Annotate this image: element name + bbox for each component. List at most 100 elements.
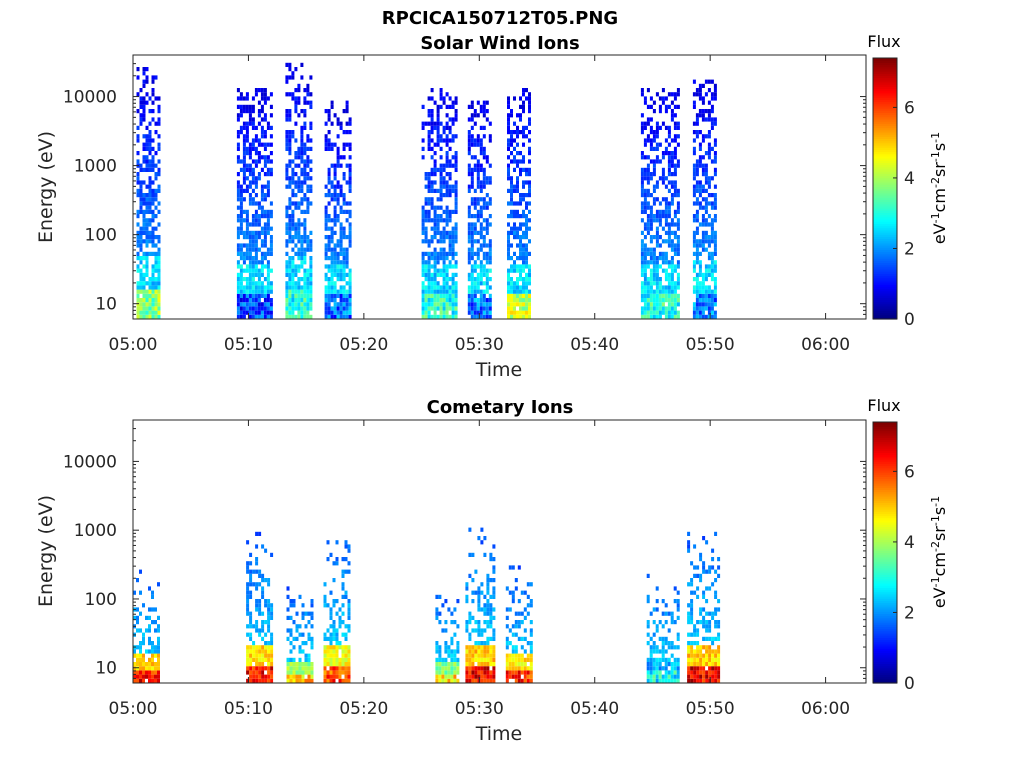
spectrogram-cell: [488, 306, 492, 311]
spectrogram-cell: [510, 151, 513, 156]
spectrogram-cell: [430, 281, 434, 286]
spectrogram-cell: [488, 201, 492, 206]
cometary-y-axis-label: Energy (eV): [35, 495, 57, 607]
spectrogram-cell: [157, 277, 161, 282]
spectrogram-cell: [510, 193, 513, 198]
spectrogram-cell: [309, 92, 313, 97]
spectrogram-cell: [696, 657, 700, 662]
spectrogram-cell: [347, 544, 351, 549]
spectrogram-cell: [643, 222, 647, 227]
spectrogram-cell: [301, 641, 305, 646]
spectrogram-cell: [445, 298, 449, 303]
spectrogram-cell: [257, 113, 261, 118]
spectrogram-cell: [655, 281, 659, 286]
spectrogram-cell: [525, 167, 528, 172]
spectrogram-cell: [528, 289, 531, 294]
spectrogram-cell: [714, 620, 718, 625]
spectrogram-cell: [695, 201, 699, 206]
spectrogram-cell: [258, 645, 262, 650]
spectrogram-cell: [477, 641, 481, 646]
spectrogram-cell: [707, 306, 711, 311]
spectrogram-cell: [474, 653, 478, 658]
spectrogram-cell: [300, 277, 304, 282]
spectrogram-cell: [690, 611, 694, 616]
spectrogram-cell: [707, 109, 711, 114]
spectrogram-cell: [655, 607, 659, 612]
spectrogram-cell: [479, 264, 483, 269]
spectrogram-cell: [145, 243, 149, 248]
spectrogram-cell: [345, 104, 349, 109]
spectrogram-cell: [655, 314, 659, 319]
spectrogram-cell: [303, 239, 307, 244]
spectrogram-cell: [707, 79, 711, 84]
spectrogram-cell: [245, 243, 249, 248]
spectrogram-cell: [306, 281, 310, 286]
spectrogram-cell: [436, 104, 440, 109]
spectrogram-cell: [698, 239, 702, 244]
spectrogram-cell: [297, 226, 301, 231]
spectrogram-cell: [453, 620, 457, 625]
spectrogram-cell: [488, 277, 492, 282]
spectrogram-cell: [294, 230, 298, 235]
spectrogram-cell: [294, 293, 298, 298]
spectrogram-cell: [519, 277, 522, 282]
spectrogram-cell: [646, 138, 650, 143]
spectrogram-cell: [514, 653, 518, 658]
spectrogram-cell: [255, 586, 259, 591]
spectrogram-cell: [701, 134, 705, 139]
spectrogram-cell: [300, 264, 304, 269]
spectrogram-cell: [333, 188, 337, 193]
spectrogram-cell: [307, 657, 311, 662]
spectrogram-cell: [288, 62, 292, 67]
spectrogram-cell: [640, 310, 644, 315]
spectrogram-cell: [690, 678, 694, 683]
spectrogram-cell: [242, 277, 246, 282]
spectrogram-cell: [327, 247, 331, 252]
spectrogram-cell: [525, 306, 528, 311]
spectrogram-cell: [341, 670, 345, 675]
spectrogram-cell: [421, 268, 425, 273]
spectrogram-cell: [698, 281, 702, 286]
spectrogram-cell: [154, 607, 157, 612]
spectrogram-cell: [421, 104, 425, 109]
spectrogram-cell: [476, 172, 480, 177]
spectrogram-cell: [347, 624, 351, 629]
spectrogram-cell: [433, 256, 437, 261]
spectrogram-cell: [139, 611, 142, 616]
spectrogram-cell: [327, 176, 331, 181]
spectrogram-cell: [661, 674, 665, 679]
spectrogram-cell: [298, 662, 302, 667]
spectrogram-cell: [485, 117, 489, 122]
colorbar-tick-label: 6: [904, 462, 915, 482]
spectrogram-cell: [698, 268, 702, 273]
spectrogram-cell: [245, 209, 249, 214]
spectrogram-cell: [310, 611, 314, 616]
spectrogram-cell: [303, 100, 307, 105]
spectrogram-cell: [508, 657, 512, 662]
spectrogram-cell: [507, 167, 510, 172]
spectrogram-cell: [444, 628, 448, 633]
spectrogram-cell: [151, 594, 154, 599]
panel-title-cometary: Cometary Ions: [427, 397, 574, 418]
spectrogram-cell: [327, 138, 331, 143]
spectrogram-cell: [270, 645, 274, 650]
spectrogram-cell: [258, 607, 262, 612]
colorbar-swatch: [873, 435, 897, 438]
spectrogram-cell: [701, 289, 705, 294]
spectrogram-cell: [646, 172, 650, 177]
spectrogram-cell: [711, 657, 715, 662]
spectrogram-cell: [522, 289, 525, 294]
spectrogram-cell: [473, 167, 477, 172]
spectrogram-cell: [263, 264, 267, 269]
spectrogram-cell: [430, 113, 434, 118]
colorbar-swatch: [873, 619, 897, 623]
spectrogram-cell: [254, 235, 258, 240]
spectrogram-cell: [285, 230, 289, 235]
spectrogram-cell: [439, 214, 443, 219]
spectrogram-cell: [687, 649, 691, 654]
spectrogram-cell: [676, 193, 680, 198]
spectrogram-cell: [661, 256, 665, 261]
spectrogram-cell: [251, 138, 255, 143]
spectrogram-cell: [441, 670, 445, 675]
colorbar-swatch: [873, 64, 897, 68]
